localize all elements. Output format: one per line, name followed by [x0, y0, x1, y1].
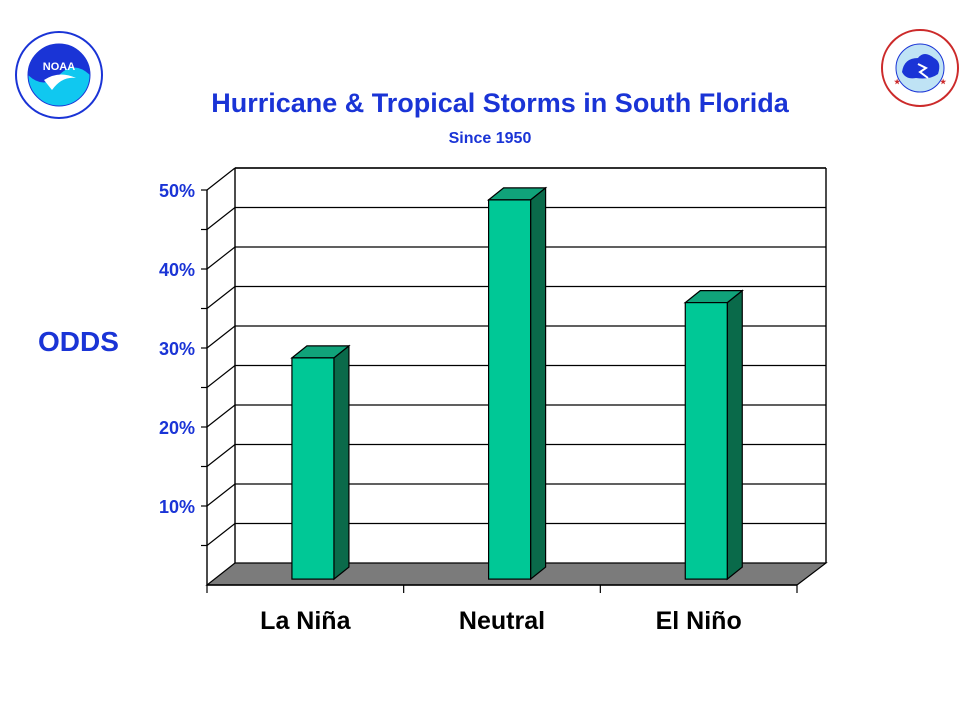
grid-side-15 — [206, 444, 236, 467]
bar-side-0 — [333, 344, 350, 581]
grid-side-25 — [206, 365, 236, 388]
y-tick-label: 40% — [159, 260, 195, 280]
y-axis-label: ODDS — [38, 326, 119, 357]
grid-side-20 — [206, 404, 236, 428]
grid-side-35 — [206, 286, 236, 309]
x-category-label: La Niña — [260, 607, 351, 635]
bar-0 — [291, 357, 335, 580]
svg-text:★: ★ — [940, 78, 947, 86]
grid-side-40 — [206, 246, 236, 270]
y-tick-label: 30% — [159, 339, 195, 359]
chart-subtitle: Since 1950 — [448, 130, 532, 147]
nws-logo-icon: ★ ★ — [881, 29, 959, 107]
grid-side-10 — [206, 483, 236, 507]
y-tick-label: 50% — [159, 181, 195, 201]
y-tick-label: 20% — [159, 418, 195, 438]
grid-side-30 — [206, 325, 236, 349]
x-category-label: El Niño — [656, 607, 742, 635]
grid-side-45 — [206, 207, 236, 230]
bar-2 — [684, 302, 728, 580]
grid-side-50 — [206, 167, 236, 191]
bar-side-1 — [529, 186, 547, 581]
noaa-logo-text: NOAA — [43, 61, 75, 73]
bar-side-2 — [726, 289, 743, 581]
chart-title: Hurricane & Tropical Storms in South Flo… — [211, 88, 789, 118]
x-category-label: Neutral — [459, 607, 545, 635]
grid-side-5 — [206, 523, 236, 546]
noaa-logo-icon: NOAA — [15, 31, 103, 119]
y-tick-label: 10% — [159, 497, 195, 517]
bar-1 — [488, 199, 532, 580]
svg-text:★: ★ — [894, 78, 901, 86]
